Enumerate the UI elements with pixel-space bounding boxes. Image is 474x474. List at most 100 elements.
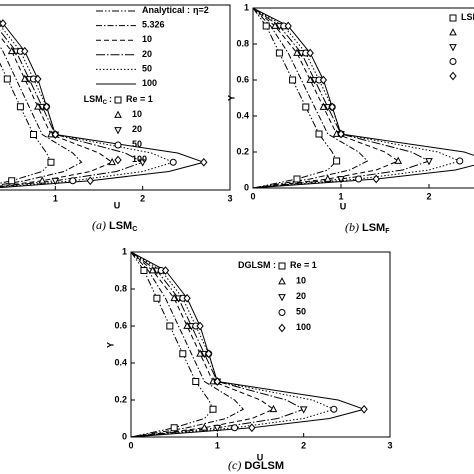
y-tick-label: 0.2	[236, 146, 249, 156]
x-tick-label: 2	[426, 191, 431, 201]
x-tick-label: 2	[301, 440, 306, 450]
legend-label: Analytical : η=2	[142, 5, 209, 15]
marker	[108, 157, 116, 166]
legend-name: 100	[296, 322, 311, 332]
marker	[323, 174, 332, 182]
marker	[7, 46, 16, 55]
legend-label: 10	[296, 276, 306, 286]
curve	[130, 251, 245, 438]
curve	[0, 30, 144, 188]
legend-label: DGLSM :	[238, 260, 276, 270]
marker	[196, 349, 204, 357]
legend-label: 5.326	[142, 20, 165, 30]
legend-marker	[449, 58, 457, 65]
curve	[252, 7, 474, 189]
legend-marker	[114, 141, 122, 149]
marker	[328, 102, 336, 112]
marker	[209, 405, 217, 413]
y-tick-label: 0.8	[236, 38, 249, 48]
marker	[148, 266, 157, 274]
marker	[166, 322, 174, 330]
curve	[252, 7, 431, 189]
legend-name: 10	[296, 276, 306, 286]
plot-frame	[130, 251, 391, 438]
marker	[330, 405, 338, 413]
y-tick-label: 0.2	[114, 394, 127, 404]
x-tick-label: 0	[250, 191, 255, 201]
marker	[289, 76, 297, 84]
legend-title-sub: C	[103, 100, 108, 106]
legend-label: 20	[132, 124, 142, 134]
legend-name: η=2	[193, 5, 209, 15]
curve	[252, 7, 462, 189]
marker	[284, 21, 292, 31]
marker	[200, 157, 208, 167]
marker	[333, 157, 341, 165]
legend-label: LSMC:	[84, 94, 112, 105]
legend-label: 10	[142, 35, 152, 45]
marker	[271, 21, 279, 29]
marker	[51, 130, 59, 139]
marker	[269, 404, 278, 413]
legend-name: Re = 1	[290, 260, 317, 270]
caption-sub: F	[385, 228, 390, 235]
marker	[34, 74, 42, 84]
caption: (c) DGLSM	[228, 458, 284, 472]
legend-name: 20	[132, 124, 142, 134]
marker	[161, 266, 170, 275]
marker	[394, 156, 403, 164]
legend-title: LSM	[84, 94, 103, 104]
marker	[302, 103, 310, 111]
x-tick-label: 1	[215, 440, 220, 450]
marker	[319, 102, 328, 110]
legend-name: 50	[296, 307, 306, 317]
legend-title: Analytical :	[142, 5, 190, 15]
marker	[51, 177, 60, 186]
y-tick-label: 0	[244, 182, 249, 192]
curve	[130, 251, 305, 438]
caption-tag: (a)	[92, 218, 106, 232]
legend-name: 10	[132, 109, 142, 119]
marker	[213, 424, 222, 433]
curve	[130, 251, 366, 438]
plot-frame	[252, 7, 474, 189]
legend-marker	[114, 96, 122, 104]
marker	[213, 377, 221, 386]
curve	[252, 7, 369, 189]
y-tick-label: 0.6	[114, 320, 127, 330]
plot-frame	[0, 4, 231, 191]
legend-label: 50	[132, 139, 142, 149]
marker	[179, 350, 187, 358]
legend-label: 10	[132, 109, 142, 119]
legend-name: 50	[142, 64, 152, 74]
legend-name: 20	[142, 49, 152, 59]
legend-marker	[449, 28, 457, 36]
legend-label: Re = 1	[126, 94, 153, 104]
legend-sep: :	[109, 94, 112, 104]
legend-marker	[114, 127, 122, 135]
marker	[47, 158, 55, 166]
curve	[252, 7, 400, 189]
caption: (b) LSMF	[345, 220, 390, 235]
marker	[140, 267, 148, 274]
marker	[360, 404, 368, 414]
legend-label: 100	[132, 154, 147, 164]
marker	[20, 74, 29, 82]
x-axis-label: U	[114, 200, 121, 210]
marker	[248, 423, 256, 433]
x-axis-label: U	[340, 201, 347, 211]
marker	[86, 176, 94, 186]
marker	[183, 293, 191, 303]
legend-label: 50	[142, 64, 152, 74]
legend-label: 20	[142, 49, 152, 59]
marker	[319, 75, 328, 85]
legend-marker	[449, 71, 457, 81]
x-tick-label: 3	[387, 440, 392, 450]
curve	[130, 251, 214, 438]
caption-sub: C	[132, 226, 137, 233]
marker	[355, 175, 363, 183]
curve	[252, 7, 338, 189]
legend-label: 100	[296, 322, 311, 332]
